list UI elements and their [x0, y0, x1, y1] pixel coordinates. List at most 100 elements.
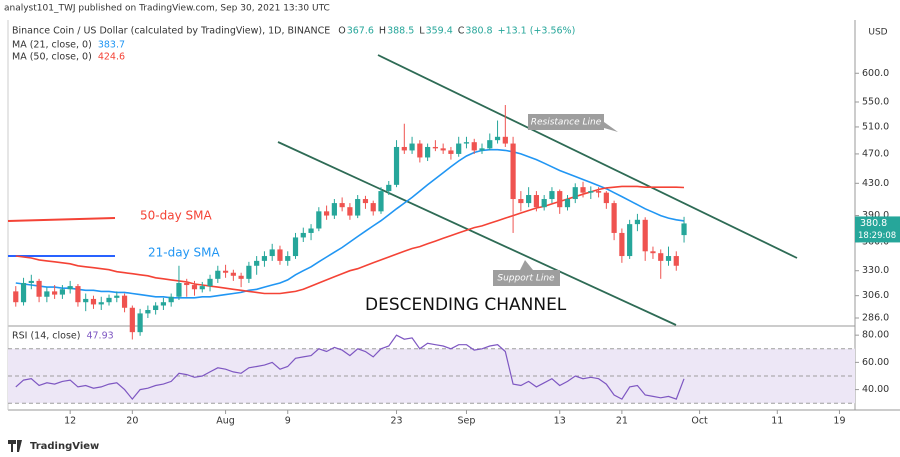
legend-series-value: 424.6	[98, 52, 125, 63]
price-tag	[855, 216, 900, 243]
candle-body	[471, 142, 477, 151]
legend-ohlc-value: 359.4	[426, 26, 453, 37]
y-tick-label: 390.0	[862, 210, 889, 221]
logo: TradingView	[30, 441, 99, 452]
x-tick-label: 12	[64, 416, 76, 427]
candle-body	[129, 307, 135, 333]
candle-body	[510, 143, 516, 200]
candle-body	[59, 289, 65, 295]
annotation: 50-day SMA	[140, 209, 212, 223]
candle-body	[627, 224, 633, 257]
candle-body	[658, 253, 664, 261]
candle-body	[323, 211, 330, 216]
candle-body	[564, 199, 571, 208]
resistance-callout	[528, 114, 618, 132]
candle-body	[355, 199, 361, 216]
candle-body	[215, 270, 221, 279]
candle-body	[370, 203, 376, 212]
candle-body	[246, 265, 252, 279]
y-tick-label: 60.00	[862, 357, 889, 368]
candle-body	[184, 282, 190, 286]
x-tick-label: 13	[554, 416, 566, 427]
legend-series: MA (21, close, 0)	[12, 40, 92, 51]
candle-body	[277, 249, 283, 261]
candle-body	[114, 295, 120, 298]
legend-ohlc-value: 380.8	[465, 26, 492, 37]
candle-body	[90, 298, 97, 305]
ma-line	[15, 148, 685, 299]
price-tag-label: 380.8	[860, 218, 887, 229]
y-tick-label: 80.00	[862, 330, 889, 341]
candle-body	[425, 146, 431, 158]
legend-ohlc-value: 388.5	[387, 26, 414, 37]
candle-body	[269, 249, 275, 257]
candle-body	[588, 191, 594, 193]
candle-body	[191, 285, 198, 290]
candle-body	[557, 191, 563, 208]
candle-body	[153, 305, 159, 311]
y-tick-label: 306.0	[862, 290, 889, 301]
candle-body	[331, 203, 337, 216]
candle-body	[393, 146, 400, 185]
candle-body	[634, 219, 641, 225]
legend-series-value: 47.93	[86, 331, 113, 342]
candle-body	[67, 286, 73, 290]
candle-body	[650, 251, 656, 254]
y-tick-label: 550.0	[862, 97, 889, 108]
candle-body	[463, 142, 470, 144]
candle-body	[168, 296, 174, 303]
candle-body	[580, 187, 586, 193]
candle-body	[339, 203, 345, 208]
candle-body	[595, 191, 602, 193]
annotation: DESCENDING CHANNEL	[365, 295, 567, 315]
candle-body	[502, 136, 508, 144]
candle-body	[28, 280, 34, 283]
candle-body	[176, 282, 182, 297]
candle-body	[362, 199, 369, 204]
candle-body	[316, 211, 322, 229]
candle-body	[199, 286, 205, 290]
candle-body	[347, 207, 353, 216]
currency: USD	[868, 28, 887, 38]
y-tick-label: 40.00	[862, 384, 889, 395]
legend-ohlc-label: C	[458, 26, 465, 37]
candle-body	[456, 143, 462, 154]
legend-symbol: Binance Coin / US Dollar (calculated by …	[12, 26, 330, 37]
y-tick-label: 430.0	[862, 178, 889, 189]
candle-body	[44, 291, 50, 297]
candle-body	[533, 195, 540, 208]
candle-body	[378, 191, 384, 212]
candle-body	[230, 272, 236, 276]
annotation: Support Line	[497, 274, 555, 284]
countdown: 18:29:08	[858, 231, 896, 241]
candle-body	[98, 302, 104, 305]
legend-series: RSI (14, close)	[12, 331, 80, 342]
x-tick-label: 11	[771, 416, 783, 427]
x-tick-label: Aug	[216, 416, 235, 427]
rsi-line	[15, 334, 685, 401]
y-tick-label: 470.0	[862, 148, 889, 159]
y-tick-label: 286.0	[862, 312, 889, 323]
candle-body	[145, 310, 151, 314]
candle-body	[36, 280, 42, 297]
legend-ohlc-label: H	[379, 26, 386, 37]
candle-body	[106, 297, 112, 303]
candle-body	[448, 150, 454, 154]
annotation: 21-day SMA	[148, 246, 220, 260]
candle-body	[665, 256, 672, 261]
candle-body	[20, 282, 27, 303]
publisher: analyst101_TWJ published on TradingView.…	[4, 4, 330, 14]
x-tick-label: 20	[126, 416, 138, 427]
candle-body	[285, 256, 291, 261]
candle-body	[238, 275, 244, 279]
candle-body	[13, 291, 19, 303]
x-tick-label: Oct	[691, 416, 708, 427]
candle-body	[292, 237, 299, 257]
candle-body	[611, 203, 617, 233]
candle-body	[603, 192, 609, 204]
x-tick-label: 21	[616, 416, 628, 427]
legend-ohlc-label: L	[419, 26, 425, 37]
legend-ohlc-value: 367.6	[347, 26, 374, 37]
candle-body	[300, 232, 306, 238]
support-callout	[493, 260, 560, 286]
